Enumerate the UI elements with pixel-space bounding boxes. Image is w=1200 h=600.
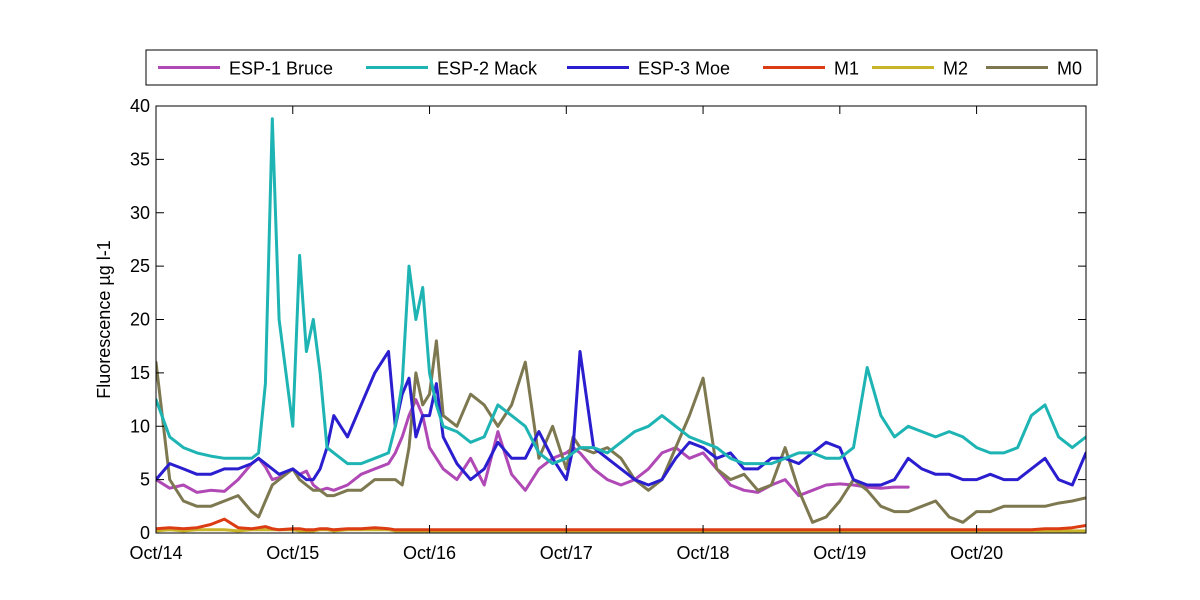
axis-ticks: 0 5 10 15 20 25 30 35 40 Oct/14 Oct/15 Oct/16 Oct/17… bbox=[129, 96, 1086, 563]
legend-label: ESP-2 Mack bbox=[437, 59, 538, 79]
y-tick-label: 0 bbox=[140, 523, 150, 543]
legend-label: M1 bbox=[834, 59, 859, 79]
legend-label: ESP-3 Moe bbox=[638, 59, 730, 79]
legend-label: M0 bbox=[1057, 59, 1082, 79]
series-line-esp-2-mack bbox=[156, 117, 1086, 466]
y-tick-label: 15 bbox=[130, 363, 150, 383]
x-tick-label: Oct/18 bbox=[677, 543, 730, 563]
series-layer bbox=[156, 117, 1086, 533]
x-tick-label: Oct/15 bbox=[266, 543, 319, 563]
x-tick-label: Oct/14 bbox=[129, 543, 182, 563]
y-tick-label: 10 bbox=[130, 416, 150, 436]
x-tick-label: Oct/20 bbox=[950, 543, 1003, 563]
x-tick-label: Oct/16 bbox=[403, 543, 456, 563]
legend-label: M2 bbox=[943, 59, 968, 79]
y-axis-title: Fluorescence µg l-1 bbox=[94, 240, 114, 398]
y-tick-label: 30 bbox=[130, 203, 150, 223]
series-line-esp-1-bruce bbox=[156, 398, 910, 498]
x-tick-label: Oct/17 bbox=[540, 543, 593, 563]
y-tick-label: 25 bbox=[130, 256, 150, 276]
x-tick-label: Oct/19 bbox=[813, 543, 866, 563]
legend-label: ESP-1 Bruce bbox=[229, 59, 333, 79]
legend: ESP-1 Bruce ESP-2 Mack ESP-3 Moe M1 M2 M0 bbox=[145, 49, 1098, 86]
y-tick-label: 20 bbox=[130, 310, 150, 330]
y-tick-label: 40 bbox=[130, 96, 150, 116]
series-line-esp-3-moe bbox=[156, 350, 1086, 487]
y-tick-label: 5 bbox=[140, 470, 150, 490]
y-tick-label: 35 bbox=[130, 149, 150, 169]
series-line-m0 bbox=[156, 339, 1086, 524]
